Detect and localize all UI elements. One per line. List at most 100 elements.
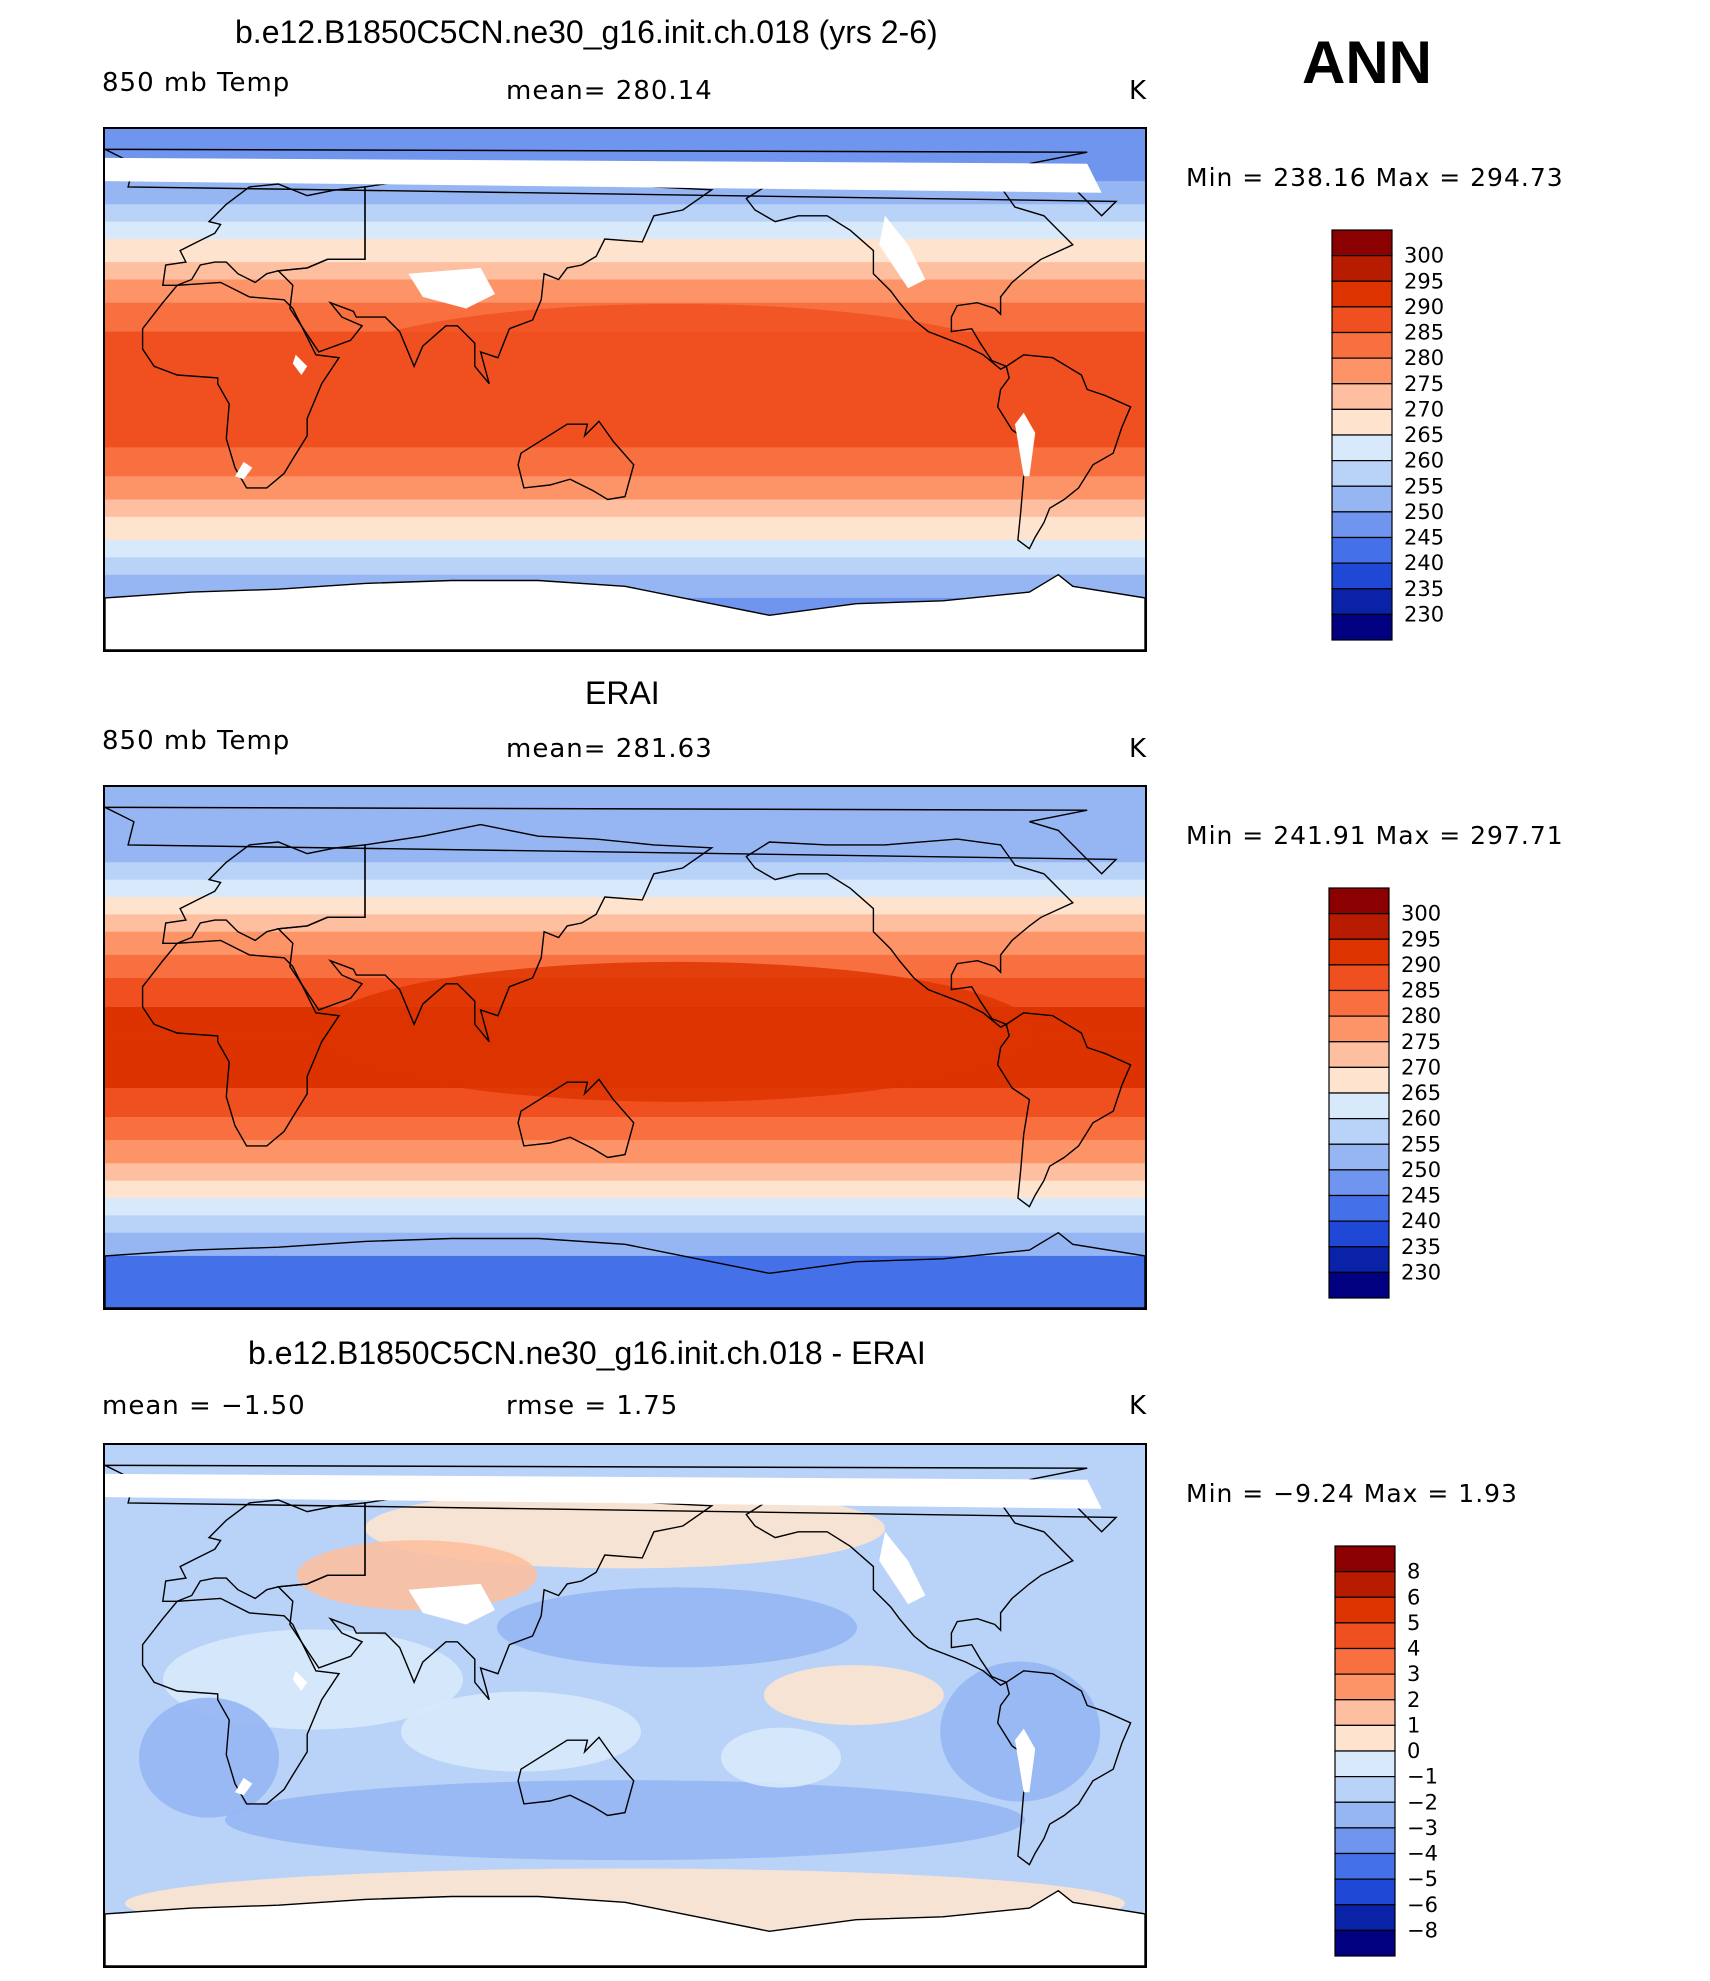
panel-2-colorbar-label: 295 — [1401, 927, 1441, 951]
panel-1-colorbar-swatch — [1331, 255, 1393, 282]
panel-1-colorbar-swatch — [1331, 460, 1393, 487]
panel-1-colorbar-swatch — [1331, 357, 1393, 385]
panel-3-colorbar-swatch — [1334, 1571, 1396, 1598]
panel-1-map — [103, 127, 1147, 652]
panel-3-colorbar-label: 3 — [1407, 1662, 1420, 1686]
panel-2-title: ERAI — [585, 675, 660, 711]
panel-2-variable-label: 850 mb Temp — [102, 726, 291, 756]
panel-3-colorbar-label: −4 — [1407, 1842, 1438, 1866]
panel-2-field — [105, 787, 1145, 1308]
panel-3-colorbar-swatch — [1334, 1776, 1396, 1803]
panel-2-colorbar-label: 255 — [1401, 1132, 1441, 1156]
panel-2-colorbar-label: 280 — [1401, 1004, 1441, 1028]
panel-3-field — [105, 1445, 1145, 1966]
panel-3-colorbar-swatch — [1334, 1545, 1396, 1573]
panel-2-colorbar-swatch — [1328, 938, 1390, 966]
panel-3-colorbar-swatch — [1334, 1929, 1396, 1957]
panel-1-mean-label: mean= 280.14 — [506, 76, 713, 106]
panel-1-colorbar-swatch — [1331, 536, 1393, 564]
panel-3-colorbar-swatch — [1334, 1878, 1396, 1906]
panel-3-rmse-label: rmse = 1.75 — [506, 1391, 679, 1421]
panel-3-colorbar-swatch — [1334, 1673, 1396, 1701]
panel-1-colorbar: 3002952902852802752702652602552502452402… — [1331, 229, 1444, 641]
panel-1-colorbar-label: 275 — [1404, 372, 1444, 396]
panel-1-minmax: Min = 238.16 Max = 294.73 — [1186, 163, 1564, 192]
panel-3-minmax: Min = −9.24 Max = 1.93 — [1186, 1479, 1518, 1508]
panel-1-colorbar-label: 235 — [1404, 577, 1444, 601]
panel-1-colorbar-swatch — [1331, 408, 1393, 436]
panel-2-colorbar-label: 285 — [1401, 979, 1441, 1003]
panel-3-colorbar-swatch — [1334, 1801, 1396, 1829]
panel-1-colorbar-swatch — [1331, 511, 1393, 539]
panel-2-colorbar-label: 260 — [1401, 1107, 1441, 1131]
panel-2-colorbar-swatch — [1328, 1118, 1390, 1145]
panel-3-colorbar-label: −2 — [1407, 1790, 1438, 1814]
panel-3-colorbar-swatch — [1334, 1596, 1396, 1624]
panel-1-colorbar-label: 265 — [1404, 423, 1444, 447]
panel-2-colorbar-swatch — [1328, 1220, 1390, 1248]
panel-3-colorbar-swatch — [1334, 1699, 1396, 1726]
panel-1-colorbar-label: 280 — [1404, 346, 1444, 370]
panel-2-colorbar-swatch — [1328, 1246, 1390, 1273]
panel-3-colorbar-label: −6 — [1407, 1893, 1438, 1917]
panel-1-colorbar-swatch — [1331, 306, 1393, 334]
panel-3-colorbar-label: 4 — [1407, 1637, 1420, 1661]
panel-1-colorbar-label: 295 — [1404, 269, 1444, 293]
panel-2-units: K — [1129, 734, 1148, 764]
panel-2-colorbar-label: 230 — [1401, 1260, 1441, 1284]
panel-1-colorbar-label: 245 — [1404, 526, 1444, 550]
panel-2-colorbar-label: 240 — [1401, 1209, 1441, 1233]
panel-1-colorbar-label: 260 — [1404, 449, 1444, 473]
panel-1-colorbar-label: 255 — [1404, 474, 1444, 498]
panel-2-minmax: Min = 241.91 Max = 297.71 — [1186, 821, 1564, 850]
panel-1-variable-label: 850 mb Temp — [102, 68, 291, 98]
panel-3-colorbar-label: 1 — [1407, 1713, 1420, 1737]
panel-2-colorbar-swatch — [1328, 1015, 1390, 1043]
panel-3-colorbar-label: −1 — [1407, 1765, 1438, 1789]
panel-3-colorbar-swatch — [1334, 1904, 1396, 1931]
panel-1-colorbar-swatch — [1331, 229, 1393, 257]
panel-2-colorbar-swatch — [1328, 964, 1390, 992]
panel-2-colorbar-swatch — [1328, 989, 1390, 1017]
panel-2-colorbar-swatch — [1328, 1041, 1390, 1068]
panel-3-colorbar-label: 8 — [1407, 1560, 1420, 1584]
panel-2-colorbar-label: 300 — [1401, 902, 1441, 926]
panel-3-colorbar-swatch — [1334, 1724, 1396, 1752]
panel-2-map — [103, 785, 1147, 1310]
panel-3-colorbar-label: 2 — [1407, 1688, 1420, 1712]
season-label: ANN — [1302, 29, 1432, 96]
panel-1-colorbar-label: 300 — [1404, 244, 1444, 268]
panel-3-colorbar-swatch — [1334, 1827, 1396, 1855]
panel-1-units: K — [1129, 76, 1148, 106]
panel-1-colorbar-swatch — [1331, 588, 1393, 615]
panel-3-colorbar-label: 5 — [1407, 1611, 1420, 1635]
panel-3-mean-label: mean = −1.50 — [102, 1391, 306, 1421]
panel-2-colorbar-swatch — [1328, 1271, 1390, 1299]
panel-2-mean-label: mean= 281.63 — [506, 734, 713, 764]
panel-1-title: b.e12.B1850C5CN.ne30_g16.init.ch.018 (yr… — [235, 14, 938, 50]
panel-2-coastlines — [105, 806, 1145, 1308]
panel-3-colorbar-swatch — [1334, 1647, 1396, 1675]
panel-2-colorbar-label: 290 — [1401, 953, 1441, 977]
panel-3-colorbar-label: −3 — [1407, 1816, 1438, 1840]
panel-1-colorbar-label: 250 — [1404, 500, 1444, 524]
panel-3-colorbar-label: −5 — [1407, 1867, 1438, 1891]
panel-1-colorbar-label: 290 — [1404, 295, 1444, 319]
panel-1-coastlines — [105, 148, 1145, 650]
panel-2-colorbar-label: 265 — [1401, 1081, 1441, 1105]
panel-1-colorbar-swatch — [1331, 280, 1393, 308]
panel-1-colorbar-swatch — [1331, 613, 1393, 641]
panel-1-colorbar-swatch — [1331, 485, 1393, 513]
panel-1-colorbar-swatch — [1331, 331, 1393, 359]
panel-2-colorbar-label: 270 — [1401, 1055, 1441, 1079]
panel-1-colorbar-swatch — [1331, 383, 1393, 410]
panel-3-colorbar-swatch — [1334, 1622, 1396, 1650]
panel-1-colorbar-label: 270 — [1404, 397, 1444, 421]
panel-3-colorbar-label: −8 — [1407, 1918, 1438, 1942]
panel-3-colorbar-swatch — [1334, 1750, 1396, 1778]
panel-3-colorbar-swatch — [1334, 1852, 1396, 1880]
panel-1-colorbar-swatch — [1331, 434, 1393, 462]
panel-2-colorbar-label: 235 — [1401, 1235, 1441, 1259]
panel-3-colorbar-label: 0 — [1407, 1739, 1420, 1763]
